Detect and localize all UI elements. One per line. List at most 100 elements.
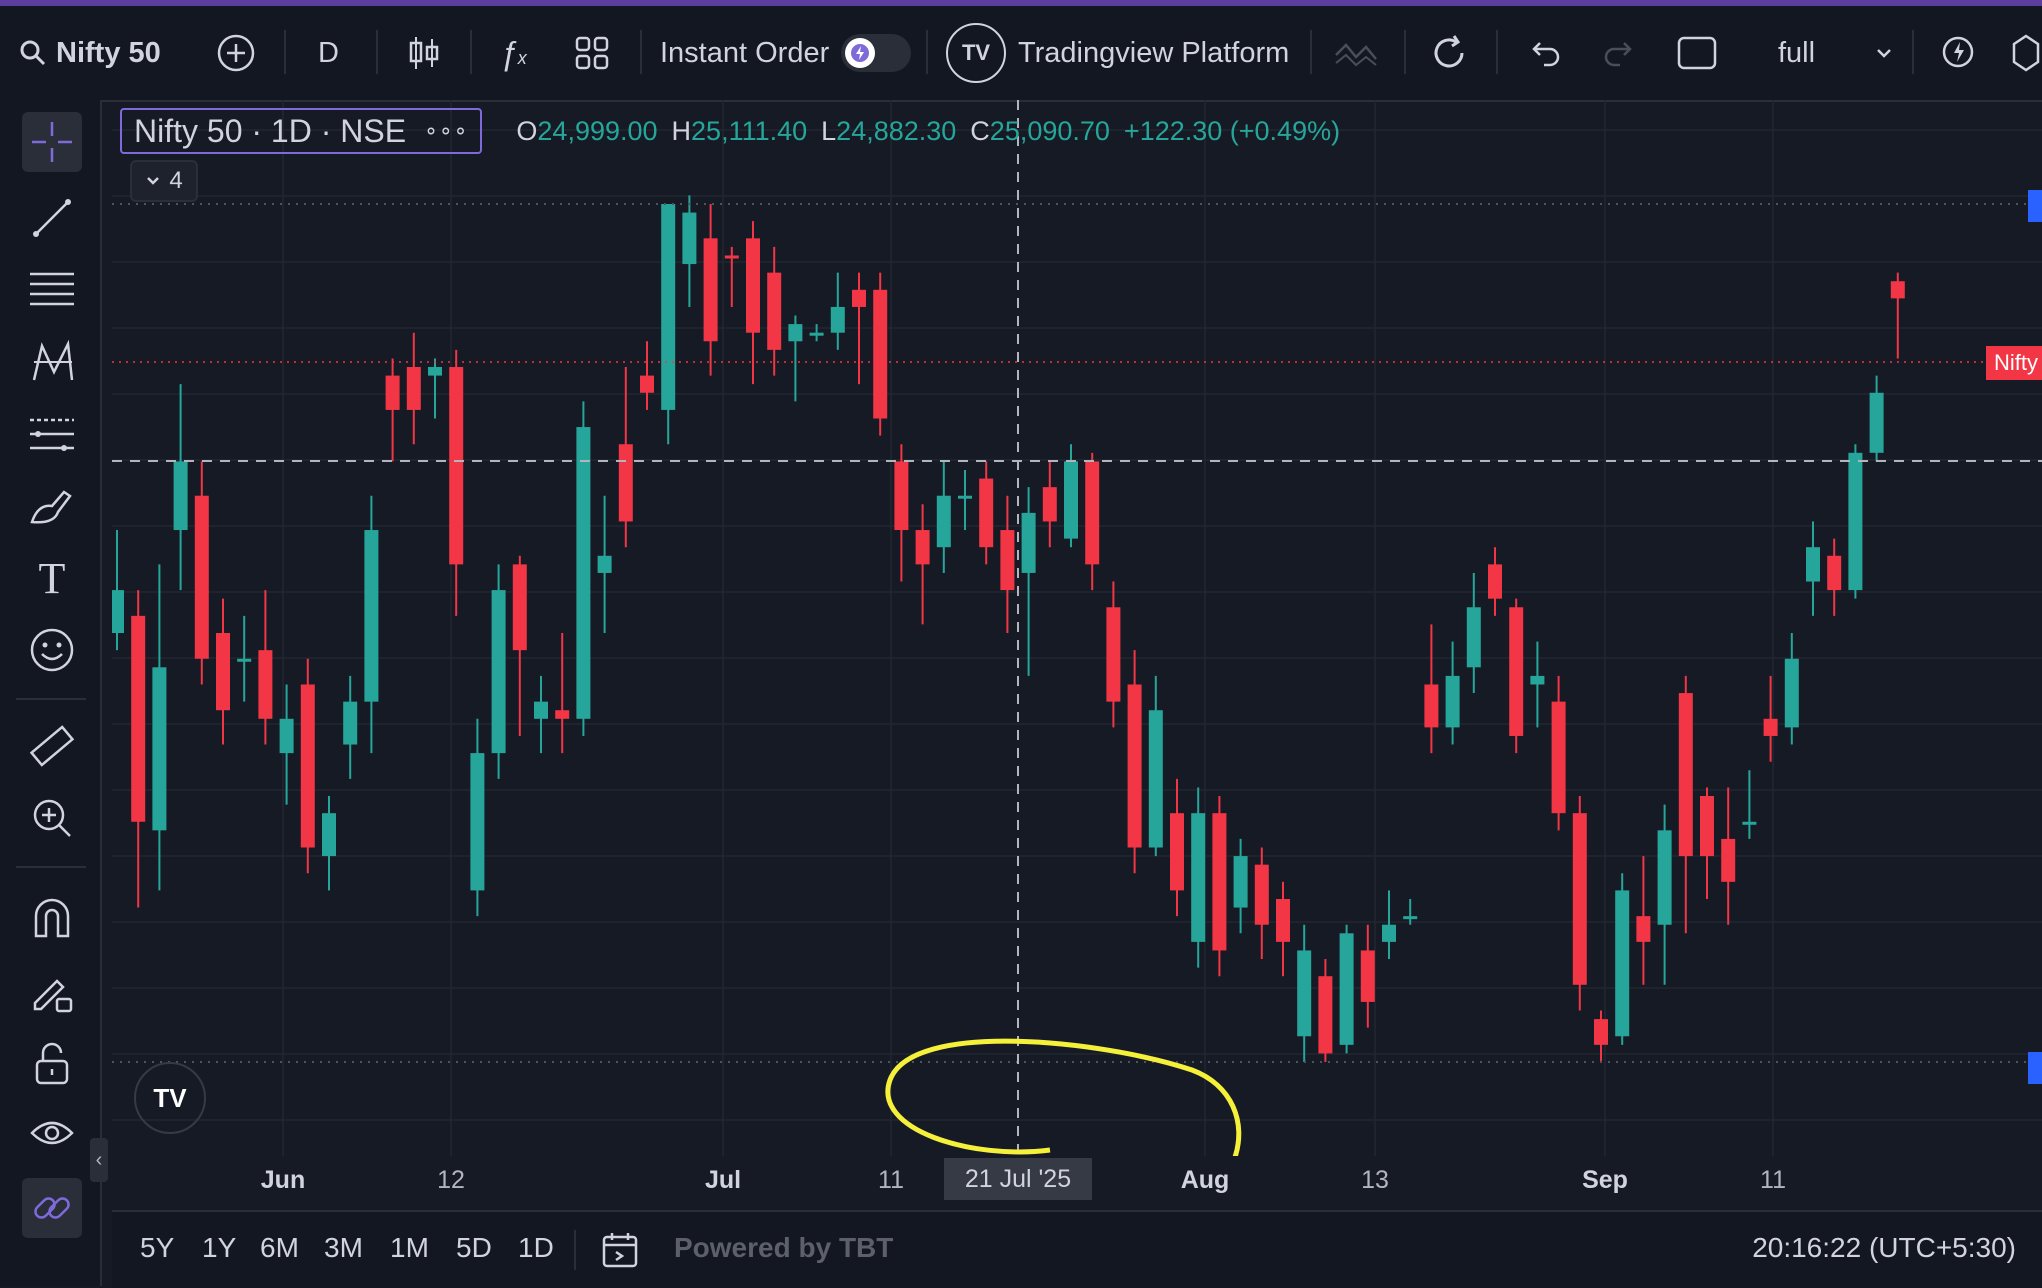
candle-body xyxy=(852,289,866,307)
redo-button[interactable] xyxy=(1602,18,1638,88)
candle-body xyxy=(279,718,294,754)
refresh-button[interactable] xyxy=(1428,18,1470,88)
candle-body xyxy=(1064,461,1078,539)
candle xyxy=(1106,581,1121,728)
range-6m[interactable]: 6M xyxy=(260,1232,299,1263)
candle-body xyxy=(1488,564,1502,599)
candle-body xyxy=(936,495,951,548)
brush-tool[interactable] xyxy=(22,476,82,536)
powered-by-label: Powered by TBT xyxy=(674,1232,894,1263)
sync-drawings-tool[interactable] xyxy=(22,1178,82,1238)
x-tick-label: 13 xyxy=(1361,1166,1389,1194)
candle xyxy=(555,633,570,754)
candle-body xyxy=(237,658,252,662)
magnet-tool[interactable] xyxy=(22,888,82,948)
candle xyxy=(1890,272,1905,359)
toggle-switch[interactable] xyxy=(841,34,912,72)
symbol-search[interactable]: Nifty 50 xyxy=(18,18,161,88)
undo-button[interactable] xyxy=(1526,18,1562,88)
redo-icon xyxy=(1604,42,1632,67)
candle xyxy=(936,461,951,573)
text-tool[interactable]: T xyxy=(22,548,82,608)
collapse-toolbar-button[interactable]: ‹ xyxy=(90,1138,108,1182)
hide-drawings-tool[interactable] xyxy=(22,1104,82,1164)
add-symbol-button[interactable] xyxy=(216,18,256,88)
candle-body xyxy=(1106,607,1121,702)
candle-body xyxy=(1784,658,1799,728)
candle-body xyxy=(1212,813,1227,951)
quick-search-button[interactable] xyxy=(1938,18,1980,88)
candle xyxy=(1763,675,1778,762)
more-options-icon[interactable]: ∘∘∘ xyxy=(424,118,469,143)
platform-button[interactable]: TV Tradingview Platform xyxy=(946,18,1289,88)
candle-body xyxy=(724,255,739,259)
clock-timezone[interactable]: 20:16:22 (UTC+5:30) xyxy=(1752,1232,2016,1263)
platform-label: Tradingview Platform xyxy=(1018,36,1290,69)
emoji-tool[interactable] xyxy=(22,620,82,680)
time-axis[interactable]: Jun 12 Jul 11 Aug 13 Sep 11 xyxy=(112,1156,2042,1206)
templates-button[interactable] xyxy=(574,18,610,88)
range-3m[interactable]: 3M xyxy=(324,1232,363,1263)
range-1y[interactable]: 1Y xyxy=(202,1232,237,1263)
plus-circle-icon xyxy=(217,34,255,72)
fib-tool[interactable] xyxy=(22,260,82,320)
indicators-button[interactable]: ƒx xyxy=(500,18,527,88)
candle-body xyxy=(491,590,506,754)
candle-body xyxy=(1254,864,1269,925)
fullscreen-button[interactable] xyxy=(1676,18,1718,88)
candle xyxy=(1869,375,1884,462)
indicators-collapse-button[interactable]: 4 xyxy=(130,160,198,202)
bottom-toolbar: 5Y 1Y 6M 3M 1M 5D 1D Powered by TBT 20:1… xyxy=(112,1210,2042,1288)
candle-body xyxy=(830,306,845,333)
candle-body xyxy=(767,272,782,350)
separator xyxy=(640,30,642,74)
candle-body xyxy=(1424,684,1439,728)
range-1m[interactable]: 1M xyxy=(390,1232,429,1263)
top-toolbar: Nifty 50 D ƒx Instant Order TV Tradingvi… xyxy=(0,0,2042,102)
lock-drawing-tool[interactable] xyxy=(22,962,82,1022)
x-tick-label: Jun xyxy=(260,1166,306,1194)
replay-button[interactable] xyxy=(1332,18,1380,88)
search-icon xyxy=(20,40,46,66)
candle xyxy=(1297,924,1312,1062)
candle xyxy=(1382,890,1396,960)
candle xyxy=(1530,641,1545,728)
chart-type-button[interactable] xyxy=(406,18,442,88)
candle-body xyxy=(1148,710,1163,848)
forecast-tool[interactable] xyxy=(22,404,82,464)
candle-body xyxy=(1721,838,1736,882)
range-5d[interactable]: 5D xyxy=(456,1232,492,1263)
range-5y[interactable]: 5Y xyxy=(140,1232,175,1263)
tradingview-watermark-logo[interactable]: TV xyxy=(134,1062,206,1134)
candle-body xyxy=(1000,530,1015,591)
candle xyxy=(449,349,464,616)
candle-body xyxy=(682,212,697,265)
candles-layer xyxy=(112,195,1905,1062)
symbol-title-box[interactable]: Nifty 50 · 1D · NSE ∘∘∘ xyxy=(120,108,483,154)
lock-all-tool[interactable] xyxy=(22,1034,82,1094)
candle-body xyxy=(173,461,188,531)
instant-order-toggle[interactable]: Instant Order xyxy=(660,18,912,88)
zoom-tool[interactable] xyxy=(22,788,82,848)
candle-body xyxy=(1678,693,1693,857)
range-1d[interactable]: 1D xyxy=(518,1232,554,1263)
candle xyxy=(1806,521,1820,616)
candle xyxy=(152,564,167,891)
price-chart[interactable] xyxy=(112,100,2042,1156)
layout-select[interactable]: full xyxy=(1778,18,1895,88)
crosshair-tool[interactable] xyxy=(22,112,82,172)
gear-icon xyxy=(2012,34,2040,72)
pattern-tool[interactable] xyxy=(22,332,82,392)
settings-button[interactable] xyxy=(2010,18,2042,88)
symbol-title: Nifty 50 · 1D · NSE xyxy=(134,112,407,149)
candle-body xyxy=(1806,547,1820,582)
candle xyxy=(894,444,909,582)
candle-body xyxy=(746,238,760,333)
candle-body xyxy=(1466,607,1481,668)
ruler-tool[interactable] xyxy=(22,716,82,776)
candle xyxy=(279,684,294,805)
interval-button[interactable]: D xyxy=(318,36,339,69)
goto-date-button[interactable] xyxy=(600,1230,640,1275)
candle xyxy=(1339,924,1354,1054)
trend-line-tool[interactable] xyxy=(22,188,82,248)
